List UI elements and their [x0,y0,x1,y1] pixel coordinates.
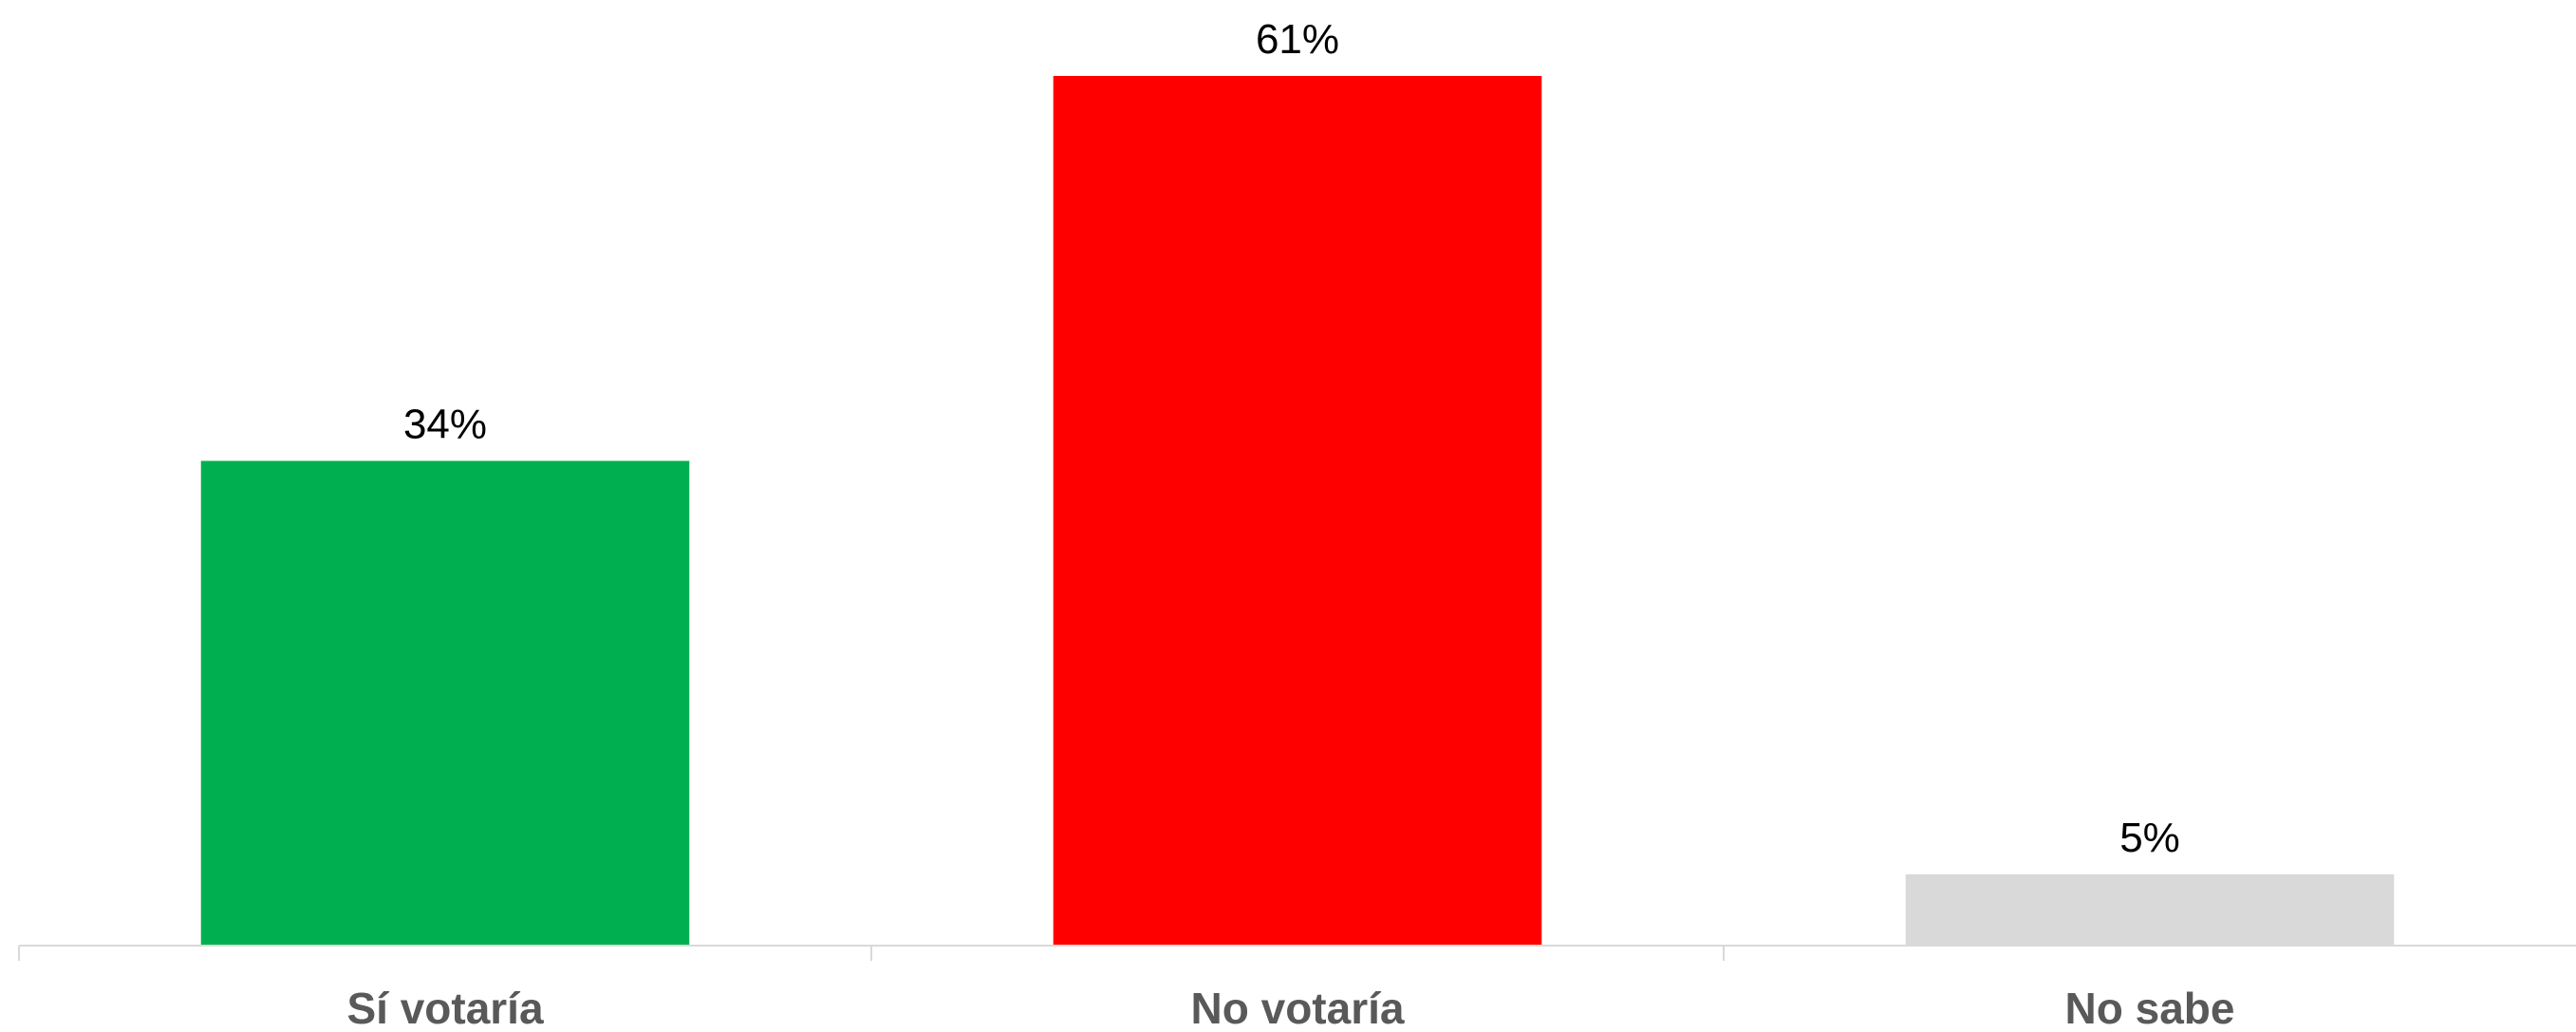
category-label-no-sabe: No sabe [2065,984,2235,1032]
category-label-si-votaria: Sí votaría [346,984,544,1032]
category-labels-group: Sí votaría No votaría No sabe [346,984,2234,1032]
bars-group [200,76,2395,946]
bar-no-sabe [1905,873,2395,946]
data-label-no-votaria: 61% [1256,16,1339,63]
data-label-no-sabe: 5% [2119,815,2180,861]
bar-si-votaria [200,460,690,946]
bar-no-votaria [1053,76,1542,946]
data-label-si-votaria: 34% [403,401,487,447]
x-axis-ticks [18,946,1725,961]
category-label-no-votaria: No votaría [1191,984,1405,1032]
data-labels-group: 34% 61% 5% [403,16,2180,861]
